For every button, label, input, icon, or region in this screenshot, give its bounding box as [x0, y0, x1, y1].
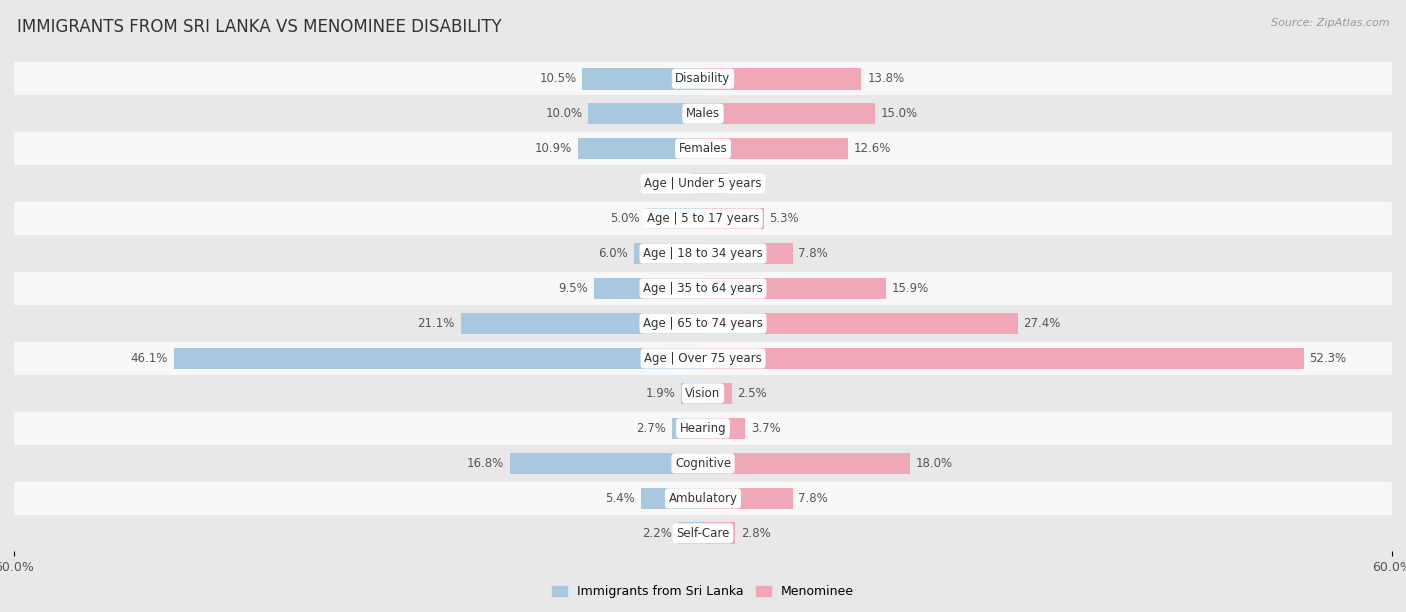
FancyBboxPatch shape: [14, 166, 1392, 201]
Text: Vision: Vision: [685, 387, 721, 400]
Bar: [634, 243, 703, 264]
Text: 46.1%: 46.1%: [131, 352, 167, 365]
Text: 9.5%: 9.5%: [558, 282, 588, 295]
FancyBboxPatch shape: [14, 96, 1392, 131]
Bar: [703, 278, 886, 299]
Bar: [703, 207, 763, 230]
Bar: [703, 173, 730, 195]
Text: Cognitive: Cognitive: [675, 457, 731, 470]
Text: 27.4%: 27.4%: [1024, 317, 1060, 330]
Text: 2.5%: 2.5%: [738, 387, 768, 400]
Bar: [703, 452, 910, 474]
Text: 5.3%: 5.3%: [769, 212, 799, 225]
Text: 16.8%: 16.8%: [467, 457, 505, 470]
Bar: [703, 68, 862, 89]
Bar: [461, 313, 703, 334]
Bar: [690, 173, 703, 195]
Bar: [588, 103, 703, 124]
FancyBboxPatch shape: [14, 201, 1392, 236]
Text: 2.8%: 2.8%: [741, 527, 770, 540]
Text: Age | Over 75 years: Age | Over 75 years: [644, 352, 762, 365]
Text: Disability: Disability: [675, 72, 731, 85]
FancyBboxPatch shape: [14, 271, 1392, 306]
Bar: [582, 68, 703, 89]
Text: 15.9%: 15.9%: [891, 282, 928, 295]
Text: Age | 18 to 34 years: Age | 18 to 34 years: [643, 247, 763, 260]
Text: 5.4%: 5.4%: [606, 492, 636, 505]
Bar: [703, 417, 745, 439]
Bar: [703, 103, 875, 124]
Bar: [703, 243, 793, 264]
Text: 18.0%: 18.0%: [915, 457, 952, 470]
Text: 2.7%: 2.7%: [637, 422, 666, 435]
Text: 6.0%: 6.0%: [599, 247, 628, 260]
Bar: [703, 488, 793, 509]
Text: Females: Females: [679, 142, 727, 155]
Text: 2.2%: 2.2%: [643, 527, 672, 540]
Bar: [672, 417, 703, 439]
Text: IMMIGRANTS FROM SRI LANKA VS MENOMINEE DISABILITY: IMMIGRANTS FROM SRI LANKA VS MENOMINEE D…: [17, 18, 502, 36]
FancyBboxPatch shape: [14, 376, 1392, 411]
Text: 5.0%: 5.0%: [610, 212, 640, 225]
Legend: Immigrants from Sri Lanka, Menominee: Immigrants from Sri Lanka, Menominee: [547, 580, 859, 603]
Bar: [641, 488, 703, 509]
FancyBboxPatch shape: [14, 516, 1392, 551]
Text: Males: Males: [686, 107, 720, 120]
Text: Hearing: Hearing: [679, 422, 727, 435]
Text: Ambulatory: Ambulatory: [668, 492, 738, 505]
Text: 10.5%: 10.5%: [540, 72, 576, 85]
Text: 2.3%: 2.3%: [735, 177, 765, 190]
FancyBboxPatch shape: [14, 236, 1392, 271]
Text: 1.9%: 1.9%: [645, 387, 675, 400]
Text: 3.7%: 3.7%: [751, 422, 780, 435]
Bar: [174, 348, 703, 369]
Text: 7.8%: 7.8%: [799, 247, 828, 260]
Text: Age | 35 to 64 years: Age | 35 to 64 years: [643, 282, 763, 295]
Bar: [703, 382, 731, 405]
Text: 52.3%: 52.3%: [1309, 352, 1347, 365]
FancyBboxPatch shape: [14, 61, 1392, 96]
Bar: [703, 523, 735, 544]
Text: 10.0%: 10.0%: [546, 107, 582, 120]
Bar: [703, 348, 1303, 369]
Bar: [578, 138, 703, 160]
Bar: [645, 207, 703, 230]
FancyBboxPatch shape: [14, 446, 1392, 481]
Bar: [703, 313, 1018, 334]
Text: 7.8%: 7.8%: [799, 492, 828, 505]
FancyBboxPatch shape: [14, 341, 1392, 376]
Text: Self-Care: Self-Care: [676, 527, 730, 540]
Text: 21.1%: 21.1%: [418, 317, 456, 330]
Bar: [510, 452, 703, 474]
Text: 1.1%: 1.1%: [655, 177, 685, 190]
Text: 12.6%: 12.6%: [853, 142, 891, 155]
Text: Age | Under 5 years: Age | Under 5 years: [644, 177, 762, 190]
FancyBboxPatch shape: [14, 131, 1392, 166]
Bar: [681, 382, 703, 405]
Bar: [678, 523, 703, 544]
FancyBboxPatch shape: [14, 411, 1392, 446]
FancyBboxPatch shape: [14, 306, 1392, 341]
FancyBboxPatch shape: [14, 481, 1392, 516]
Text: 10.9%: 10.9%: [534, 142, 572, 155]
Text: Source: ZipAtlas.com: Source: ZipAtlas.com: [1271, 18, 1389, 28]
Text: 15.0%: 15.0%: [882, 107, 918, 120]
Text: Age | 5 to 17 years: Age | 5 to 17 years: [647, 212, 759, 225]
Text: Age | 65 to 74 years: Age | 65 to 74 years: [643, 317, 763, 330]
Text: 13.8%: 13.8%: [868, 72, 904, 85]
Bar: [593, 278, 703, 299]
Bar: [703, 138, 848, 160]
